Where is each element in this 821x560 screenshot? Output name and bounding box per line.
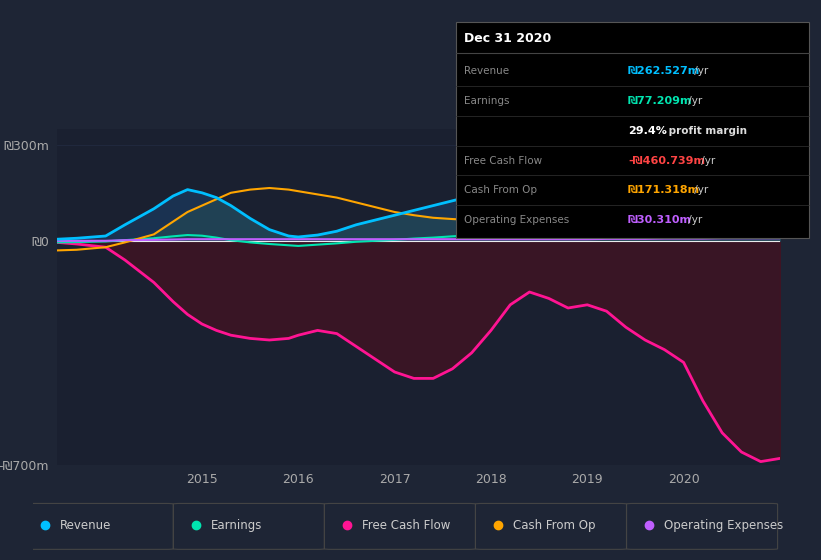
Text: ₪77.209m: ₪77.209m [628, 96, 693, 106]
Text: /yr: /yr [691, 185, 709, 195]
Text: Operating Expenses: Operating Expenses [664, 519, 783, 532]
Text: Revenue: Revenue [464, 66, 509, 76]
Text: ₪30.310m: ₪30.310m [628, 215, 692, 225]
Text: Earnings: Earnings [464, 96, 509, 106]
Text: profit margin: profit margin [665, 125, 747, 136]
Text: ₪262.527m: ₪262.527m [628, 66, 700, 76]
Text: /yr: /yr [698, 156, 715, 166]
Text: Free Cash Flow: Free Cash Flow [362, 519, 451, 532]
Text: Revenue: Revenue [60, 519, 112, 532]
Text: ₪171.318m: ₪171.318m [628, 185, 700, 195]
Text: Free Cash Flow: Free Cash Flow [464, 156, 542, 166]
Text: /yr: /yr [685, 96, 702, 106]
Text: Dec 31 2020: Dec 31 2020 [464, 32, 551, 45]
Text: Operating Expenses: Operating Expenses [464, 215, 569, 225]
Text: 29.4%: 29.4% [628, 125, 667, 136]
Text: Earnings: Earnings [211, 519, 263, 532]
Text: Cash From Op: Cash From Op [513, 519, 596, 532]
Text: -₪460.739m: -₪460.739m [628, 156, 705, 166]
Text: /yr: /yr [685, 215, 702, 225]
Text: Cash From Op: Cash From Op [464, 185, 537, 195]
Text: /yr: /yr [691, 66, 709, 76]
